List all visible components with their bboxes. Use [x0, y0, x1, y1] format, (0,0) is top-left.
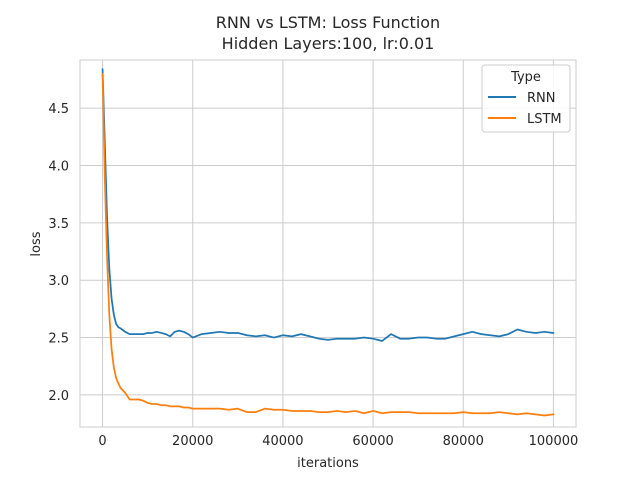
series-line-rnn	[101, 68, 555, 342]
series-layer	[101, 68, 555, 417]
y-axis-label: loss	[29, 231, 44, 256]
legend: Type RNN LSTM	[481, 64, 571, 133]
legend-title: Type	[510, 70, 541, 85]
x-axis-label: iterations	[297, 456, 359, 471]
legend-box	[481, 64, 571, 133]
legend-label-lstm: LSTM	[527, 112, 562, 127]
x-tick-labels: 0 20000 40000 60000 80000 100000	[98, 434, 578, 449]
y-tick-labels: 2.0 2.5 3.0 3.5 4.0 4.5	[48, 102, 69, 404]
legend-label-rnn: RNN	[527, 91, 555, 106]
y-tick-label: 2.0	[48, 389, 69, 404]
x-tick-label: 100000	[529, 434, 579, 449]
y-tick-label: 3.5	[48, 217, 69, 232]
y-tick-label: 4.5	[48, 102, 69, 117]
x-tick-label: 20000	[172, 434, 213, 449]
y-tick-label: 2.5	[48, 332, 69, 347]
grid-layer	[79, 59, 577, 428]
x-tick-label: 80000	[443, 434, 484, 449]
chart-title: RNN vs LSTM: Loss Function	[216, 13, 440, 32]
x-tick-label: 0	[98, 434, 106, 449]
plot-frame	[79, 59, 577, 428]
y-tick-label: 4.0	[48, 160, 69, 175]
x-tick-label: 60000	[352, 434, 393, 449]
y-tick-label: 3.0	[48, 274, 69, 289]
chart-subtitle: Hidden Layers:100, lr:0.01	[222, 34, 435, 53]
series-line-lstm	[101, 72, 555, 417]
x-tick-label: 40000	[262, 434, 303, 449]
